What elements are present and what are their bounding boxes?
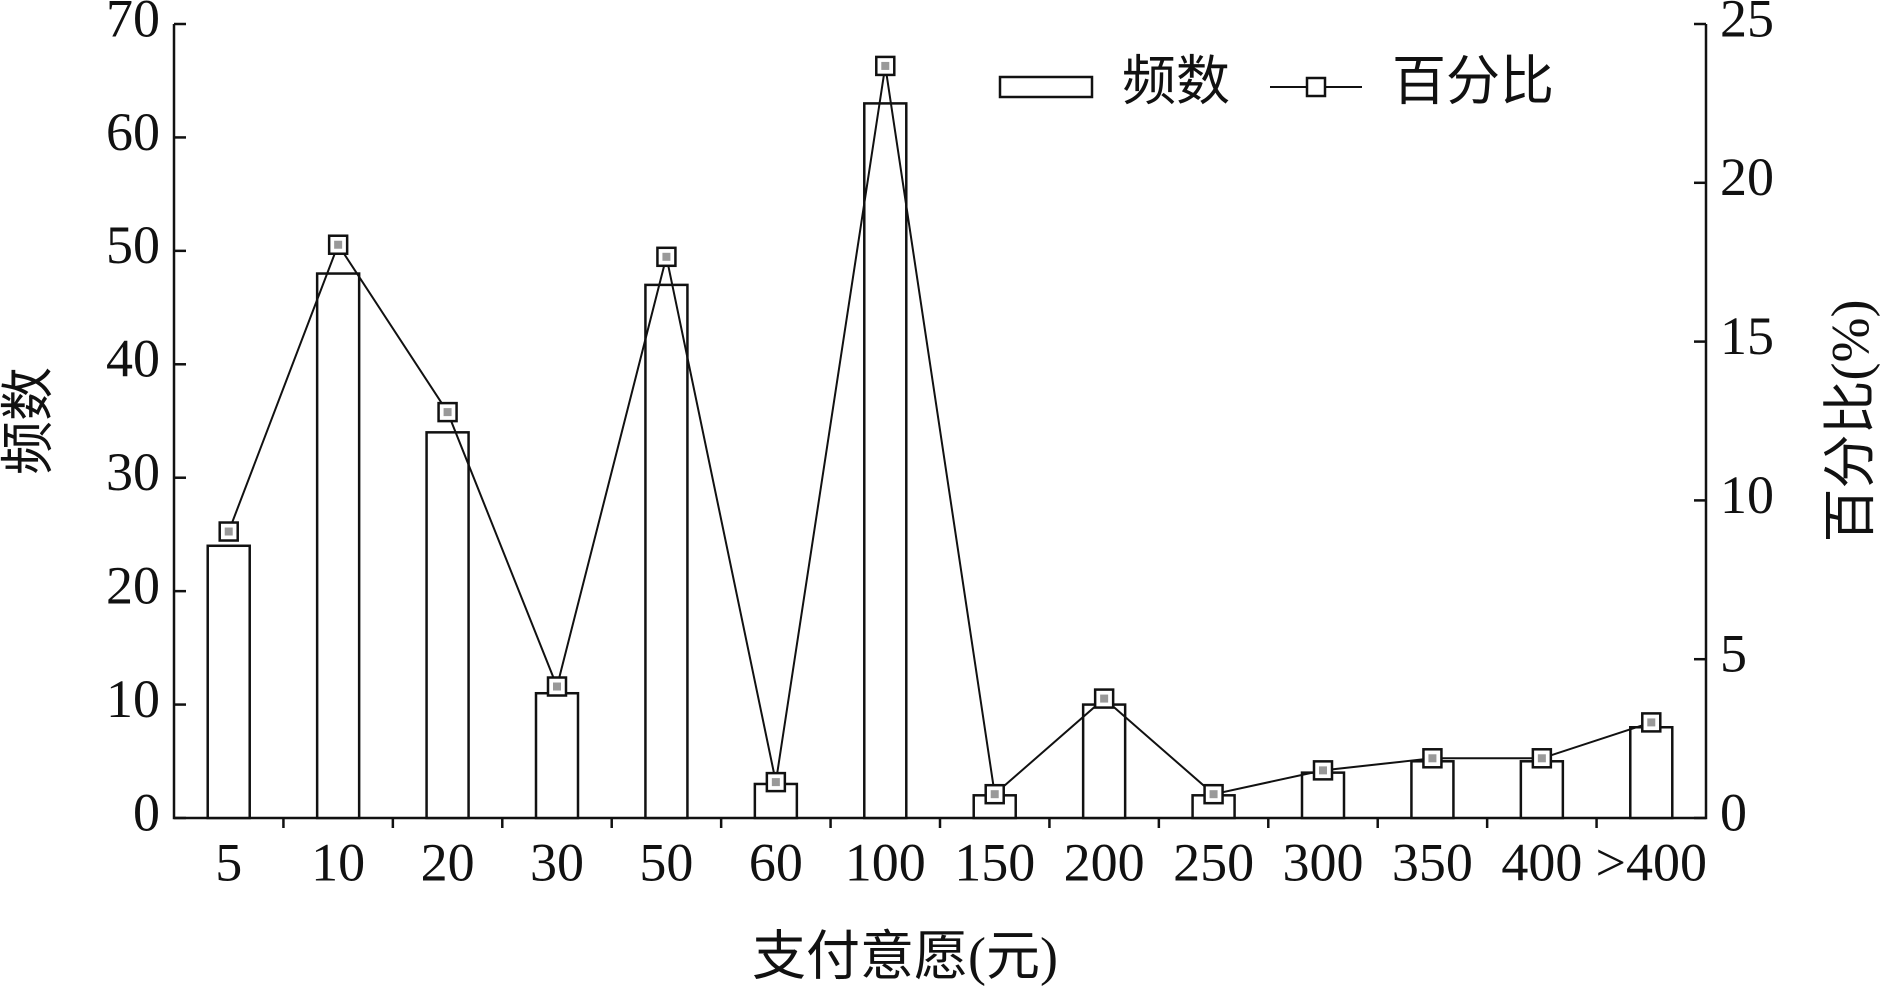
marker-inner [553, 682, 561, 691]
y-tick-label: 30 [106, 442, 160, 502]
x-tick-label: 30 [530, 832, 584, 892]
marker-inner [1100, 694, 1109, 703]
legend-marker [1305, 76, 1327, 98]
marker-inner [881, 61, 890, 70]
y2-tick-label: 25 [1720, 0, 1774, 48]
y2-tick-label: 15 [1720, 306, 1774, 366]
y-tick-label: 10 [106, 669, 160, 729]
legend-label: 百分比 [1392, 51, 1554, 111]
y-tick-label: 20 [106, 556, 160, 616]
marker-inner [1428, 754, 1437, 763]
y2-tick-label: 10 [1720, 465, 1774, 525]
marker-inner [224, 527, 233, 536]
y2-tick-label: 20 [1720, 147, 1774, 207]
line [227, 65, 1652, 797]
bar [315, 272, 361, 820]
legend-swatch [998, 75, 1094, 99]
marker-inner [662, 252, 671, 261]
y-tick-label: 60 [106, 102, 160, 162]
x-tick-label: 60 [749, 832, 803, 892]
y2-axis-label: 百分比(%) [1820, 300, 1880, 543]
marker-inner [1319, 766, 1327, 775]
x-tick-label: 5 [215, 832, 242, 892]
marker-inner [771, 778, 780, 787]
y-tick-label: 50 [106, 215, 160, 275]
bar [425, 431, 470, 820]
bar [534, 691, 580, 820]
y-tick-label: 40 [106, 329, 160, 389]
bar [1081, 703, 1127, 820]
x-axis-label: 支付意愿(元) [752, 926, 1058, 986]
y2-tick-label: 0 [1720, 782, 1747, 842]
x-tick-label: 50 [639, 832, 693, 892]
bar [644, 283, 689, 820]
y2-tick-label: 5 [1720, 624, 1747, 684]
marker-inner [1647, 718, 1656, 727]
bar [1629, 726, 1674, 820]
bar [1410, 760, 1455, 820]
legend-label: 频数 [1122, 51, 1230, 111]
marker-inner [1537, 754, 1546, 763]
x-tick-label: 100 [845, 832, 926, 892]
x-tick-label: 150 [954, 832, 1035, 892]
marker-inner [443, 408, 452, 417]
x-tick-label: 250 [1173, 832, 1254, 892]
marker-inner [1209, 790, 1218, 799]
x-tick-label: >400 [1596, 832, 1707, 892]
bar [1519, 760, 1565, 820]
bar [863, 102, 908, 820]
marker-inner [990, 790, 999, 799]
y-axis-label: 频数 [0, 367, 58, 475]
axes-frame [172, 24, 1708, 820]
x-tick-label: 200 [1064, 832, 1145, 892]
y-tick-label: 70 [106, 0, 160, 48]
x-tick-label: 20 [421, 832, 475, 892]
x-tick-label: 400 [1501, 832, 1582, 892]
marker-inner [334, 240, 343, 249]
y-tick-label: 0 [133, 782, 160, 842]
x-tick-label: 10 [311, 832, 365, 892]
x-tick-label: 300 [1283, 832, 1364, 892]
bar [206, 544, 251, 820]
x-tick-label: 350 [1392, 832, 1473, 892]
